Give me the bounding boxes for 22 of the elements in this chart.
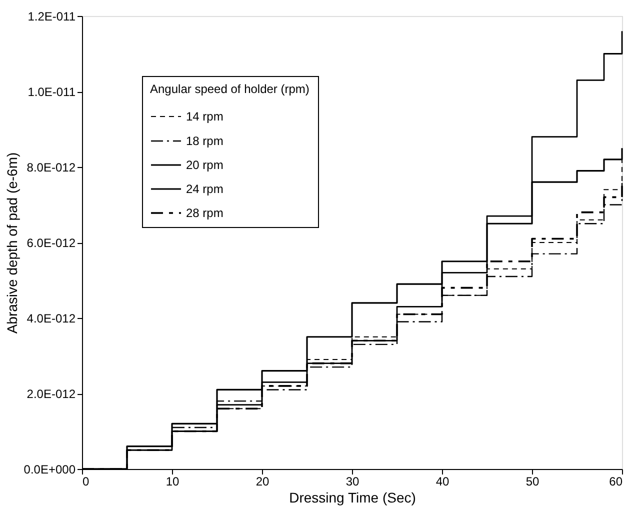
legend-label: 24 rpm bbox=[186, 182, 224, 196]
y-tick-label: 0.0E+000 bbox=[24, 462, 76, 476]
x-tick-label: 50 bbox=[526, 474, 540, 488]
x-tick-label: 30 bbox=[346, 474, 360, 488]
y-tick-label: 4.0E-012 bbox=[26, 312, 76, 326]
legend-label: 18 rpm bbox=[186, 134, 224, 148]
x-tick-label: 0 bbox=[82, 474, 90, 488]
y-axis-title: Abrasive depth of pad (e-6m) bbox=[4, 152, 20, 334]
legend-label: 20 rpm bbox=[186, 158, 224, 172]
x-tick-label: 40 bbox=[436, 474, 450, 488]
legend-title: Angular speed of holder (rpm) bbox=[150, 82, 310, 96]
x-axis-title: Dressing Time (Sec) bbox=[289, 490, 416, 506]
x-tick-label: 20 bbox=[256, 474, 270, 488]
legend-label: 14 rpm bbox=[186, 110, 224, 124]
y-tick-label: 1.2E-011 bbox=[28, 10, 76, 24]
x-tick-label: 60 bbox=[609, 474, 623, 488]
y-tick-label: 6.0E-012 bbox=[26, 236, 76, 250]
y-tick-label: 1.0E-011 bbox=[28, 85, 76, 99]
y-tick-label: 8.0E-012 bbox=[26, 160, 76, 174]
x-tick-label: 10 bbox=[166, 474, 180, 488]
legend-label: 28 rpm bbox=[186, 206, 224, 220]
y-tick-label: 2.0E-012 bbox=[26, 387, 76, 401]
